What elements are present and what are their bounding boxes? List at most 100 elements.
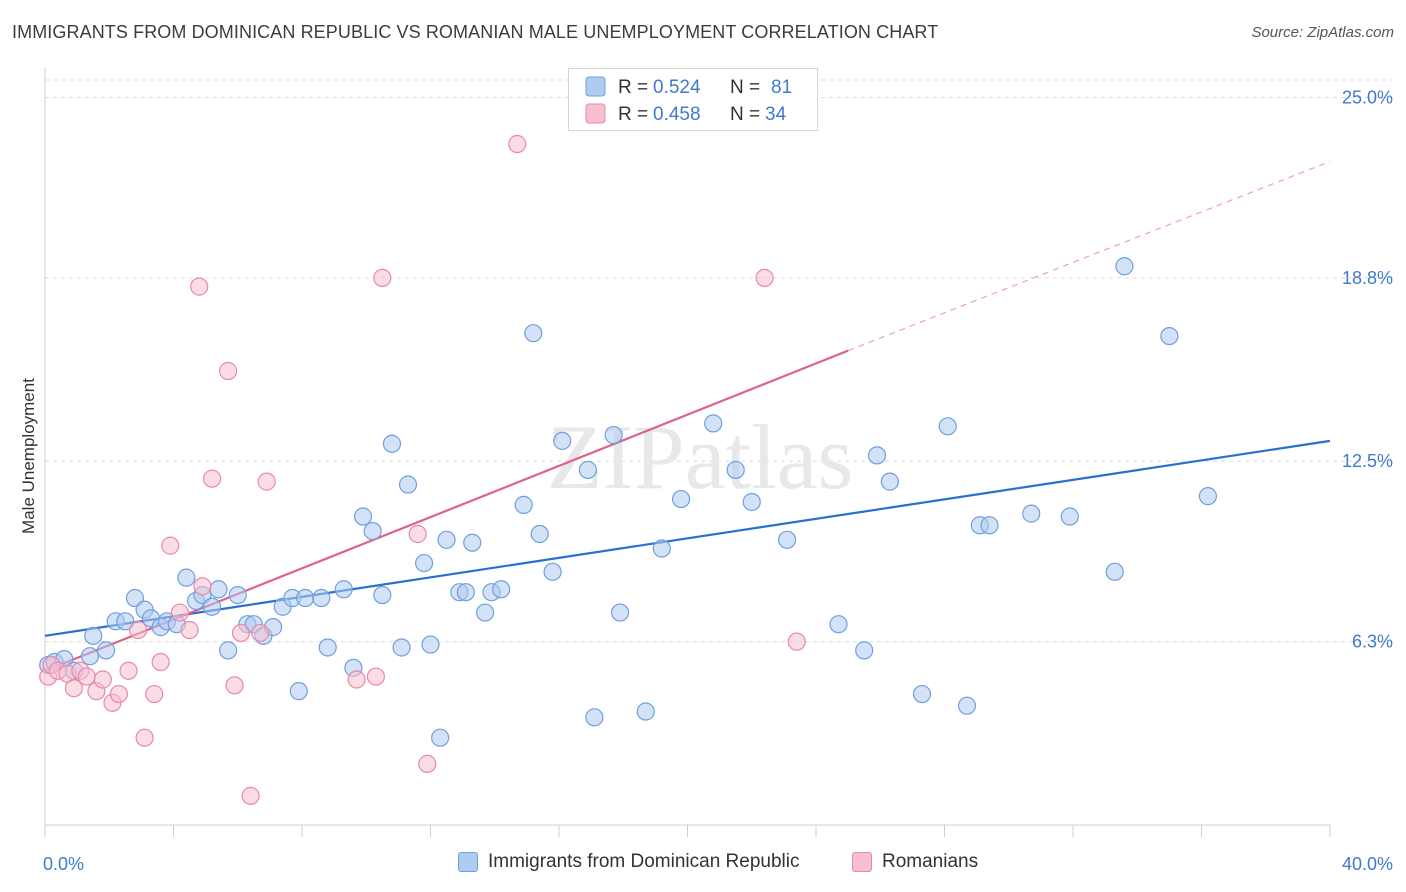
data-point-dominican bbox=[382, 434, 402, 453]
data-point-dominican bbox=[421, 635, 440, 654]
legend-r-label: R = bbox=[618, 104, 648, 125]
data-point-dominican bbox=[1060, 507, 1079, 526]
data-point-dominican bbox=[228, 585, 247, 605]
x-tick-label: 0.0% bbox=[43, 854, 84, 874]
series-legend: Immigrants from Dominican Republic Roman… bbox=[0, 851, 1406, 879]
chart-title: IMMIGRANTS FROM DOMINICAN REPUBLIC VS RO… bbox=[12, 22, 939, 42]
data-point-dominican bbox=[578, 460, 598, 480]
watermark: ZIPatlas bbox=[547, 406, 854, 508]
data-point-romanian bbox=[202, 469, 222, 488]
data-point-romanian bbox=[231, 623, 251, 643]
data-point-dominican bbox=[957, 696, 977, 715]
data-point-dominican bbox=[1115, 257, 1134, 276]
legend-item-romanians: Romanians bbox=[852, 851, 978, 873]
data-point-dominican bbox=[289, 682, 308, 701]
data-point-dominican bbox=[604, 425, 623, 445]
data-point-dominican bbox=[524, 324, 543, 343]
data-point-romanian bbox=[135, 728, 154, 747]
data-point-dominican bbox=[1160, 326, 1179, 346]
data-point-romanian bbox=[366, 667, 385, 686]
data-point-dominican bbox=[437, 530, 456, 549]
data-point-romanian bbox=[241, 786, 260, 805]
chart-source: Source: ZipAtlas.com bbox=[1251, 24, 1394, 41]
data-point-dominican bbox=[671, 489, 691, 509]
data-point-dominican bbox=[543, 562, 562, 581]
data-point-romanian bbox=[373, 268, 392, 287]
data-point-dominican bbox=[1198, 487, 1218, 506]
legend-label-dominican: Immigrants from Dominican Republic bbox=[488, 851, 800, 872]
data-point-dominican bbox=[312, 588, 331, 608]
y-axis-label: Male Unemployment bbox=[19, 378, 38, 534]
data-point-romanian bbox=[77, 667, 96, 686]
y-tick-label: 12.5% bbox=[1342, 451, 1393, 471]
stats-legend-row-pink: R = 0.458 N = 34 bbox=[585, 103, 787, 125]
data-point-dominican bbox=[726, 460, 745, 480]
data-point-romanian bbox=[251, 623, 270, 643]
data-point-romanian bbox=[347, 670, 366, 689]
data-point-dominican bbox=[398, 475, 418, 494]
trend-line-romanians-extension bbox=[847, 160, 1331, 352]
legend-n-value: 34 bbox=[765, 104, 787, 125]
data-point-romanian bbox=[418, 754, 437, 773]
grid-layer bbox=[45, 79, 1392, 643]
data-point-dominican bbox=[980, 516, 999, 535]
data-point-dominican bbox=[116, 612, 135, 631]
data-point-dominican bbox=[1022, 504, 1041, 523]
legend-r-label: R = bbox=[618, 77, 648, 98]
data-point-dominican bbox=[514, 495, 533, 514]
legend-swatch-blue bbox=[458, 852, 478, 872]
data-point-dominican bbox=[742, 492, 761, 512]
data-point-romanian bbox=[219, 361, 238, 381]
data-point-dominican bbox=[334, 580, 353, 599]
data-point-dominican bbox=[912, 684, 932, 704]
legend-label-romanians: Romanians bbox=[882, 851, 979, 872]
data-point-dominican bbox=[777, 530, 797, 549]
data-point-dominican bbox=[202, 597, 222, 616]
points-layer bbox=[39, 134, 1218, 805]
data-point-dominican bbox=[177, 568, 196, 587]
data-point-romanian bbox=[161, 536, 180, 555]
legend-n-label: N = bbox=[730, 104, 760, 125]
data-point-dominican bbox=[880, 472, 899, 491]
x-tick-label: 40.0% bbox=[1342, 854, 1393, 874]
data-point-dominican bbox=[829, 615, 848, 634]
data-point-dominican bbox=[456, 583, 475, 602]
y-tick-label: 6.3% bbox=[1352, 632, 1393, 652]
data-point-dominican bbox=[1105, 562, 1124, 581]
data-point-dominican bbox=[867, 446, 887, 465]
data-point-romanian bbox=[119, 661, 138, 680]
data-point-dominican bbox=[373, 585, 392, 605]
data-point-dominican bbox=[363, 521, 382, 541]
data-point-dominican bbox=[938, 417, 957, 436]
stats-legend-row-blue: R = 0.524 N = 81 bbox=[585, 76, 792, 98]
data-point-romanian bbox=[109, 684, 128, 704]
trend-line-dominican bbox=[44, 439, 1331, 637]
data-point-dominican bbox=[492, 580, 511, 599]
data-point-dominican bbox=[463, 533, 482, 552]
data-point-dominican bbox=[125, 588, 145, 608]
data-point-dominican bbox=[219, 641, 238, 660]
data-point-romanian bbox=[93, 670, 112, 689]
y-tick-label: 25.0% bbox=[1342, 87, 1393, 107]
data-point-romanian bbox=[145, 684, 164, 704]
data-point-dominican bbox=[209, 580, 228, 599]
data-point-romanian bbox=[190, 277, 209, 296]
data-point-dominican bbox=[476, 603, 495, 622]
data-point-romanian bbox=[64, 679, 84, 698]
legend-item-dominican: Immigrants from Dominican Republic bbox=[458, 851, 800, 873]
data-point-romanian bbox=[755, 268, 774, 287]
data-point-romanian bbox=[170, 603, 190, 622]
legend-swatch-pink bbox=[585, 103, 606, 124]
legend-swatch-pink bbox=[852, 852, 872, 872]
axis-layer bbox=[44, 68, 1331, 837]
data-point-romanian bbox=[129, 620, 148, 640]
legend-n-value: 81 bbox=[771, 77, 792, 98]
data-point-dominican bbox=[84, 626, 103, 645]
data-point-dominican bbox=[80, 647, 100, 666]
data-point-dominican bbox=[610, 603, 630, 622]
data-point-romanian bbox=[225, 676, 244, 695]
data-point-dominican bbox=[585, 708, 604, 727]
data-point-romanian bbox=[408, 524, 427, 544]
stats-legend: R = 0.524 N = 81 R = 0.458 N = 34 bbox=[568, 68, 818, 131]
